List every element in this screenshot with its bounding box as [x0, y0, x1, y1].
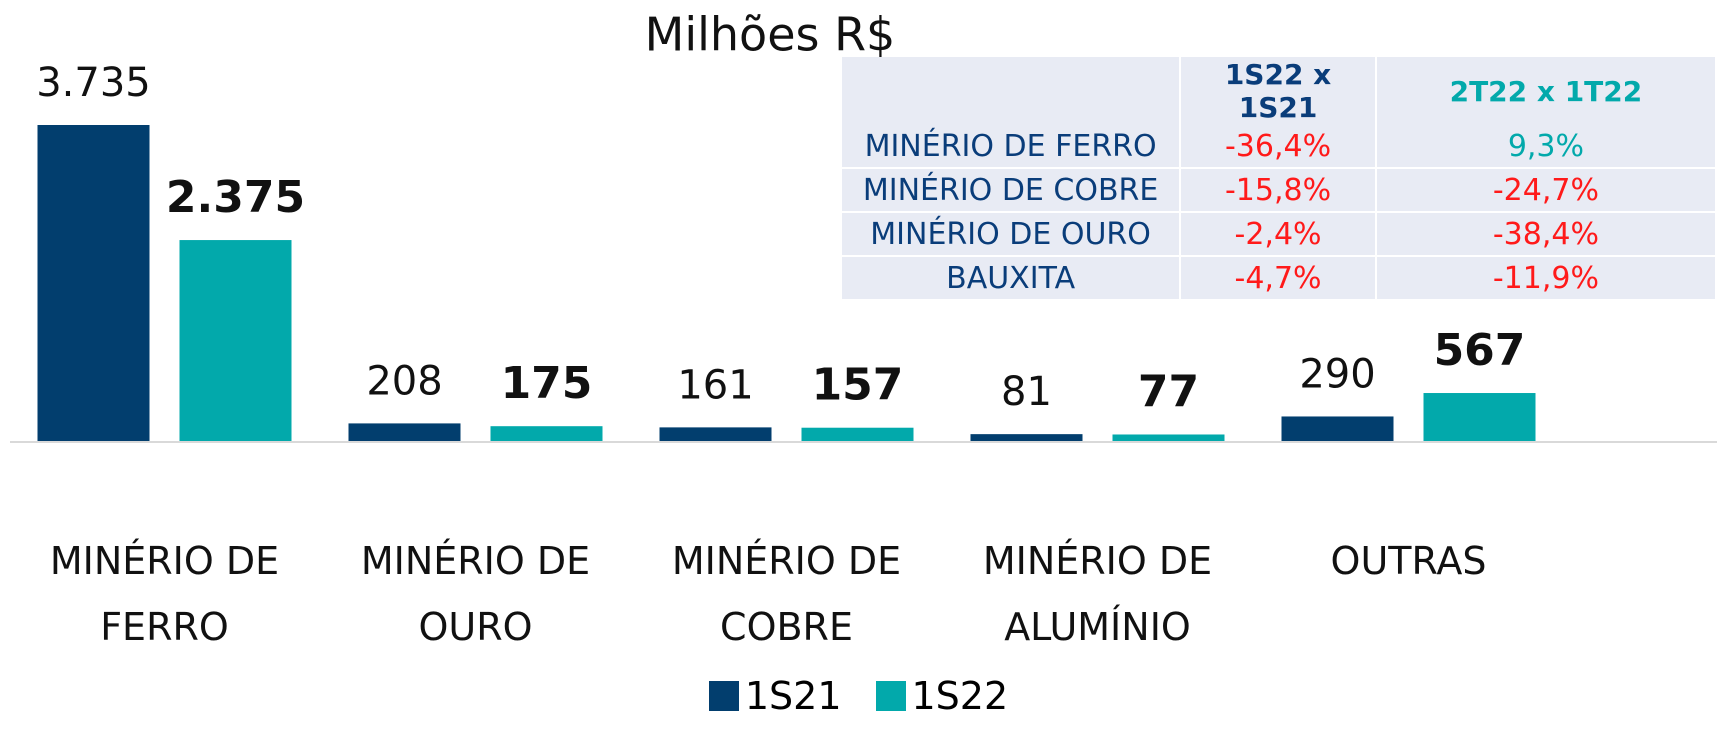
- table-row: MINÉRIO DE OURO -2,4% -38,4%: [842, 213, 1715, 257]
- data-label: 3.735: [36, 60, 151, 106]
- comparison-table: 1S22 x 1S21 2T22 x 1T22 MINÉRIO DE FERRO -3…: [840, 57, 1717, 301]
- cell-value: -38,4%: [1376, 213, 1715, 257]
- bar: [801, 427, 914, 441]
- data-label: 2.375: [166, 172, 305, 223]
- legend: 1S21 1S22: [0, 676, 1717, 716]
- table-header: 1S22 x 1S21 2T22 x 1T22: [842, 57, 1715, 125]
- legend-label: 1S21: [744, 674, 842, 718]
- row-name: MINÉRIO DE FERRO: [842, 125, 1180, 169]
- table-row: BAUXITA -4,7% -11,9%: [842, 257, 1715, 301]
- data-label: 157: [812, 360, 904, 411]
- cell-value: 9,3%: [1376, 125, 1715, 169]
- header-cell: 2T22 x 1T22: [1376, 57, 1715, 125]
- row-name: BAUXITA: [842, 257, 1180, 301]
- cell-value: -15,8%: [1181, 169, 1375, 213]
- bar: [179, 240, 292, 441]
- table-row: MINÉRIO DE FERRO -36,4% 9,3%: [842, 125, 1715, 169]
- bar: [970, 434, 1083, 441]
- cell-value: -36,4%: [1181, 125, 1375, 169]
- data-label: 567: [1434, 325, 1526, 376]
- cell-value: -4,7%: [1181, 257, 1375, 301]
- bar: [490, 426, 603, 441]
- row-name: MINÉRIO DE OURO: [842, 213, 1180, 257]
- bar: [1423, 393, 1536, 441]
- cell-value: -2,4%: [1181, 213, 1375, 257]
- x-tick-label: MINÉRIO DE OURO: [360, 539, 591, 649]
- data-label: 77: [1138, 366, 1199, 417]
- bar: [659, 427, 772, 441]
- cell-value: -11,9%: [1376, 257, 1715, 301]
- data-label: 208: [366, 358, 442, 404]
- legend-swatch: [708, 681, 739, 711]
- legend-label: 1S22: [911, 674, 1009, 718]
- bar: [1112, 434, 1225, 441]
- x-tick-label: MINÉRIO DE FERRO: [49, 539, 280, 649]
- header-cell: 1S22 x 1S21: [1181, 57, 1375, 125]
- legend-item: 1S22: [875, 674, 1009, 718]
- header-cell: [842, 57, 1180, 125]
- data-label: 81: [1001, 369, 1052, 415]
- data-label: 161: [677, 362, 753, 408]
- cell-value: -24,7%: [1376, 169, 1715, 213]
- legend-item: 1S21: [708, 674, 842, 718]
- x-tick-label: MINÉRIO DE ALUMÍNIO: [982, 539, 1213, 649]
- bar: [348, 423, 461, 441]
- bar: [1281, 416, 1394, 441]
- data-label: 175: [501, 358, 593, 409]
- row-name: MINÉRIO DE COBRE: [842, 169, 1180, 213]
- chart-title: Milhões R$: [645, 8, 896, 62]
- table-row: MINÉRIO DE COBRE -15,8% -24,7%: [842, 169, 1715, 213]
- x-tick-label: MINÉRIO DE COBRE: [671, 539, 902, 649]
- legend-swatch: [875, 681, 906, 711]
- bar: [37, 125, 150, 441]
- x-tick-label: OUTRAS: [1330, 539, 1487, 583]
- data-label: 290: [1299, 351, 1375, 397]
